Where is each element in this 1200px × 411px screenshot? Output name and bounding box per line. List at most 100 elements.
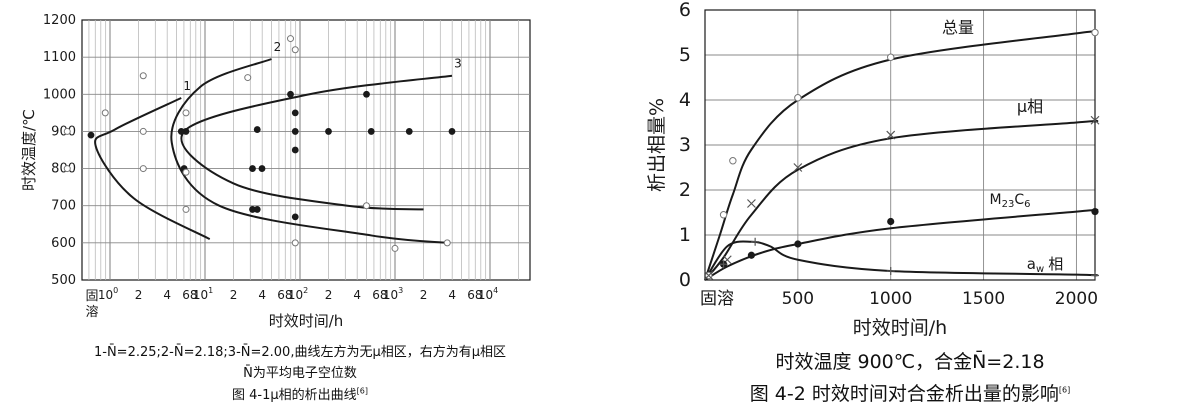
chart2-label-m23c6-sub1: 23 bbox=[1002, 199, 1015, 210]
chart2-point-total bbox=[887, 53, 895, 61]
chart1-point-open bbox=[291, 46, 299, 54]
chart1-legend-line2: N̄为平均电子空位数 bbox=[243, 366, 357, 381]
chart2-ylabel: 析出相量% bbox=[646, 98, 668, 192]
chart2-label-m23c6: M23C6 bbox=[990, 192, 1031, 210]
chart2-condition: 时效温度 900℃，合金N̄=2.18 bbox=[775, 351, 1045, 373]
chart1-xtick-decade-exp: 3 bbox=[398, 286, 403, 295]
chart2-point-mu bbox=[704, 271, 714, 280]
chart1-point-open bbox=[182, 168, 190, 176]
chart1-point-filled bbox=[363, 90, 370, 98]
chart1-caption-text: 图 4-1μ相的析出曲线 bbox=[232, 388, 357, 403]
chart1-curve-label-1: 1 bbox=[183, 79, 191, 93]
chart2-caption-text: 图 4-2 时效时间对合金析出量的影响 bbox=[749, 383, 1059, 405]
chart2-point-aw bbox=[1091, 271, 1099, 280]
chart1-point-filled bbox=[249, 206, 256, 213]
chart1-point-filled bbox=[249, 165, 256, 172]
chart2-xtick-label: 1500 bbox=[962, 289, 1005, 309]
chart1-ytick-label: 1200 bbox=[43, 13, 76, 28]
chart1-point-filled bbox=[367, 128, 375, 135]
chart1-curve-label-2: 2 bbox=[274, 40, 282, 54]
chart2-ytick-label: 5 bbox=[679, 44, 691, 66]
chart1-point-open bbox=[139, 72, 147, 80]
chart2-curve-2 bbox=[704, 208, 1099, 281]
chart1-curve-3 bbox=[180, 74, 453, 211]
chart1-xtick-decade: 100 bbox=[98, 286, 118, 302]
chart2-point-aw bbox=[751, 237, 760, 246]
chart2-xlabel: 时效时间/h bbox=[853, 317, 947, 339]
chart2-caption-ref: [6] bbox=[1058, 385, 1071, 395]
chart1-curve-1 bbox=[94, 97, 211, 241]
chart1-point-filled bbox=[253, 206, 261, 213]
chart1-xtick-origin: 固 bbox=[85, 289, 98, 304]
chart1-xtick-minor: 4 bbox=[163, 288, 171, 302]
chart1-point-filled bbox=[177, 128, 185, 135]
chart1-xtick-minor: 68 bbox=[372, 288, 387, 302]
chart1-ytick-label: 600 bbox=[51, 236, 76, 251]
chart1-point-open bbox=[63, 165, 71, 173]
chart1-xtick-minor: 2 bbox=[420, 288, 428, 302]
chart1-ytick-label: 500 bbox=[51, 273, 76, 288]
chart1-xtick-minor: 68 bbox=[182, 288, 197, 302]
chart2-curve-1 bbox=[704, 120, 1099, 281]
chart2-xtick-label: 固溶 bbox=[700, 289, 734, 309]
chart1-xtick-minor: 68 bbox=[277, 288, 292, 302]
chart1-point-filled bbox=[253, 126, 261, 133]
chart1-xtick-minor: 2 bbox=[325, 288, 333, 302]
chart1-ylabel: 时效温度/℃ bbox=[20, 109, 38, 191]
chart1-curve-label-3: 3 bbox=[454, 57, 462, 71]
chart2-point-aw bbox=[886, 267, 895, 275]
chart2-point-mu bbox=[1090, 115, 1100, 125]
chart2-label-aw: aw 相 bbox=[1027, 255, 1063, 275]
chart2-curve-3 bbox=[704, 240, 1099, 281]
chart1-point-open bbox=[291, 239, 299, 247]
chart1-xtick-decade-exp: 2 bbox=[303, 286, 308, 295]
chart2-point-m23c6 bbox=[747, 251, 756, 259]
chart1-caption: 图 4-1μ相的析出曲线[6] bbox=[20, 384, 580, 403]
chart1-frame bbox=[81, 19, 531, 281]
chart1-ytick-label: 800 bbox=[51, 162, 76, 177]
chart1-point-open bbox=[244, 74, 252, 82]
chart1-point-open bbox=[182, 205, 190, 213]
chart2-ytick-label: 4 bbox=[679, 89, 691, 111]
chart1-point-open bbox=[363, 202, 370, 210]
chart2-point-mu bbox=[747, 199, 756, 208]
chart2-point-mu bbox=[793, 163, 803, 172]
chart2-label-m23c6-sub2: 6 bbox=[1024, 199, 1030, 210]
chart1-point-filled bbox=[182, 128, 190, 135]
chart1-point-filled bbox=[291, 128, 299, 135]
chart1-point-filled bbox=[448, 128, 456, 135]
chart2-frame bbox=[704, 9, 1096, 281]
chart1-curve-2 bbox=[170, 58, 448, 244]
chart1-point-filled bbox=[291, 109, 299, 117]
chart1-ytick-label: 900 bbox=[51, 124, 76, 139]
chart2-point-total bbox=[794, 94, 802, 102]
chart2-ytick-label: 0 bbox=[679, 269, 691, 291]
chart1-point-open bbox=[287, 35, 294, 43]
chart1-point-filled bbox=[405, 128, 413, 135]
chart1-xlabel: 时效时间/h bbox=[269, 312, 344, 330]
chart2-ytick-label: 2 bbox=[679, 179, 691, 201]
chart1-ytick-label: 1000 bbox=[43, 87, 76, 102]
chart1-xtick-minor: 4 bbox=[353, 288, 361, 302]
chart2-label-total: 总量 bbox=[942, 18, 974, 37]
chart1-ytick-label: 700 bbox=[51, 199, 76, 214]
chart1-point-open bbox=[182, 109, 190, 117]
chart1-point-open bbox=[391, 244, 399, 252]
chart1-xtick-minor: 2 bbox=[230, 288, 238, 302]
chart1-point-open bbox=[101, 109, 109, 117]
chart2-ytick-label: 1 bbox=[679, 224, 691, 246]
chart1-point-filled bbox=[87, 131, 95, 139]
chart1-ytick-label: 1100 bbox=[43, 50, 76, 65]
chart2-xtick-label: 1000 bbox=[869, 289, 912, 309]
chart1-point-filled bbox=[291, 146, 299, 154]
chart2-xtick-label: 2000 bbox=[1055, 289, 1098, 309]
chart1-xtick-decade-exp: 0 bbox=[113, 286, 118, 295]
chart1-point-open bbox=[139, 165, 147, 173]
chart2-label-mu: μ相 bbox=[1017, 97, 1043, 116]
chart1-point-open bbox=[63, 127, 71, 135]
chart2-ytick-label: 3 bbox=[679, 134, 691, 156]
chart2-label-aw-sub: w bbox=[1036, 264, 1044, 275]
chart2-point-total bbox=[729, 157, 737, 165]
chart1-point-open bbox=[139, 127, 147, 135]
chart2-caption: 图 4-2 时效时间对合金析出量的影响[6] bbox=[640, 379, 1180, 406]
